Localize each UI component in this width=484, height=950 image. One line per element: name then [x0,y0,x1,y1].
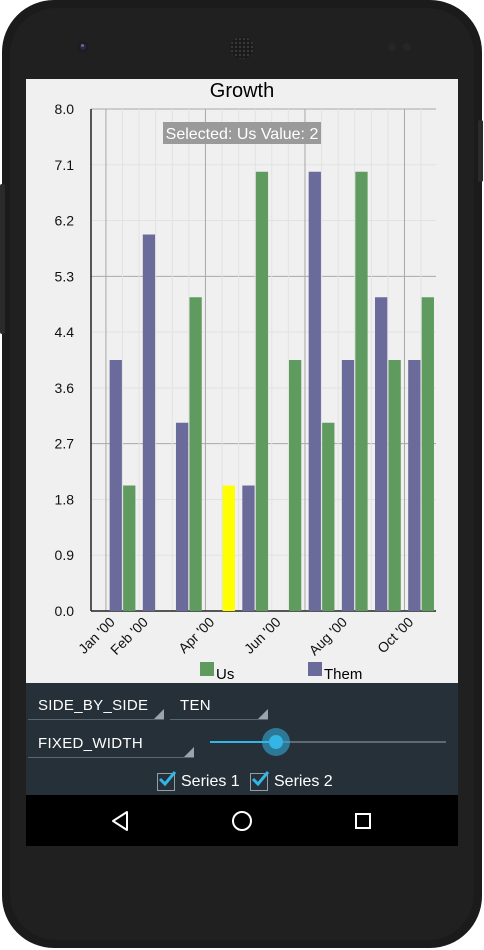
bar-them-0[interactable] [109,360,122,611]
bar-them-8[interactable] [375,297,388,611]
series2-checkbox[interactable]: Series 2 [250,771,333,793]
series2-label: Series 2 [274,773,333,790]
selection-label-background [163,122,321,144]
series1-checkbox[interactable]: Series 1 [157,771,240,793]
power-button [478,120,483,182]
recents-button[interactable] [348,806,378,836]
bar-chart[interactable]: 0.0 0.9 1.8 2.7 3.6 4.4 5.3 6.2 7.1 8.0 Jan '00 Feb… [26,79,458,683]
bar-us-9[interactable] [421,297,434,611]
legend-swatch-us [200,662,214,676]
x-tick-label: Oct '00 [374,614,417,657]
render-mode-spinner[interactable]: SIDE_BY_SIDE [28,689,164,720]
y-tick-label: 1.8 [55,491,75,507]
count-spinner[interactable]: TEN [170,689,268,720]
bar-them-2[interactable] [175,422,189,611]
back-button[interactable] [106,806,136,836]
series1-label: Series 1 [181,773,240,790]
x-tick-label: Aug '00 [306,614,351,659]
earpiece-speaker [230,37,254,59]
x-tick-label: Jun '00 [241,614,284,657]
bar-them-6[interactable] [308,171,321,611]
bar-them-7[interactable] [341,360,355,611]
home-circle-icon [232,811,252,831]
y-tick-label: 7.1 [55,157,75,173]
render-mode-value: SIDE_BY_SIDE [38,697,149,714]
legend-label-us: Us [216,666,234,683]
checkmark-icon [251,771,270,787]
legend-swatch-them [308,662,322,676]
spinner-dropdown-icon [184,747,194,757]
width-mode-spinner[interactable]: FIXED_WIDTH [28,727,194,758]
spinner-dropdown-icon [258,709,268,719]
slider-fill [210,741,276,743]
bar-us-8[interactable] [388,360,401,611]
y-tick-label: 3.6 [55,380,75,396]
bar-us-5[interactable] [288,360,302,611]
slider-track [210,741,446,743]
spinner-dropdown-icon [154,709,164,719]
selection-label: Selected: Us Value: 2 [166,126,319,143]
bar-us-7[interactable] [355,171,368,611]
slider-thumb[interactable] [269,735,283,749]
volume-button [0,184,5,334]
back-triangle-icon [112,811,128,831]
checkmark-icon [158,771,177,787]
legend-label-them: Them [324,666,362,683]
width-mode-value: FIXED_WIDTH [38,735,143,752]
y-tick-label: 2.7 [55,436,75,452]
y-tick-label: 5.3 [55,268,75,284]
y-tick-label: 0.9 [55,547,75,563]
bar-width-slider[interactable] [210,727,446,757]
y-tick-label: 6.2 [55,213,75,229]
y-tick-label: 4.4 [55,324,75,340]
light-sensor [403,43,411,51]
recents-square-icon [355,813,371,829]
x-tick-label: Apr '00 [175,614,218,657]
chart-title: Growth [210,80,274,102]
front-camera-icon [77,41,89,53]
bar-them-1[interactable] [142,234,156,612]
checkbox-box[interactable] [250,771,270,791]
home-button[interactable] [227,806,257,836]
bar-us-6[interactable] [322,422,335,611]
count-value: TEN [180,697,211,714]
system-navigation-bar [26,795,458,846]
bar-us-2[interactable] [189,297,202,611]
bar-them-4[interactable] [242,485,255,612]
chart-controls-panel: SIDE_BY_SIDE TEN FIXED_WIDTH Series 1 [26,683,458,795]
y-tick-label: 8.0 [55,101,75,117]
checkbox-box[interactable] [157,771,177,791]
bar-us-3[interactable] [222,485,235,612]
device-screen: 0.0 0.9 1.8 2.7 3.6 4.4 5.3 6.2 7.1 8.0 Jan '00 Feb… [26,79,458,846]
y-tick-label: 0.0 [55,603,75,619]
bar-them-9[interactable] [408,360,421,611]
x-tick-label: Feb '00 [107,614,151,658]
bar-us-0[interactable] [123,485,136,612]
bar-us-4[interactable] [255,171,269,611]
proximity-sensor [388,43,396,51]
